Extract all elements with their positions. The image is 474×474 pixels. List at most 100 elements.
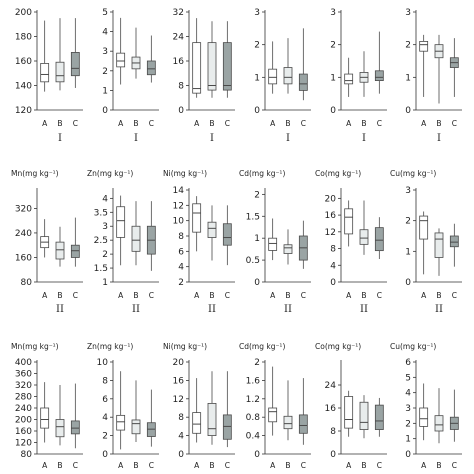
y-tick-label: 8 xyxy=(330,427,336,437)
y-tick-label: 6 xyxy=(405,358,411,368)
panel-title: Ni(mg kg⁻¹) xyxy=(163,169,207,178)
y-tick-label: 3 xyxy=(254,8,260,18)
category-label: B xyxy=(436,461,441,470)
panel-5: 0 1 2 3 A B C I xyxy=(330,8,387,144)
category-label: A xyxy=(118,291,124,300)
y-tick-label: 3 xyxy=(102,222,108,232)
box-a xyxy=(116,414,126,431)
category-label: A xyxy=(270,461,276,470)
y-tick-label: 4 xyxy=(178,432,184,442)
y-tick-label: 2 xyxy=(102,67,108,77)
group-label: II xyxy=(360,304,368,315)
category-label: C xyxy=(149,461,154,470)
category-label: B xyxy=(133,291,138,300)
y-tick-label: 0.4 xyxy=(246,432,261,442)
y-tick-label: 3 xyxy=(405,8,411,18)
box-c xyxy=(449,235,459,248)
box-c xyxy=(222,223,232,246)
y-tick-label: 360 xyxy=(15,370,32,380)
y-tick-label: 0 xyxy=(330,278,336,288)
y-tick-label: 1 xyxy=(405,247,411,257)
y-tick-label: 0.5 xyxy=(246,256,260,266)
y-tick-label: 4 xyxy=(405,389,411,399)
category-label: A xyxy=(194,461,200,470)
box-b xyxy=(359,229,369,245)
category-label: C xyxy=(377,291,382,300)
box-b xyxy=(434,232,444,258)
panel-title: Co(mg kg⁻¹) xyxy=(315,169,361,178)
box-c xyxy=(70,52,80,77)
category-label: B xyxy=(133,119,138,128)
box-b xyxy=(131,419,141,435)
y-tick-label: 1 xyxy=(405,73,411,83)
y-tick-label: 2 xyxy=(254,358,260,368)
y-tick-label: 3 xyxy=(405,404,411,414)
box-c xyxy=(70,244,80,258)
panel-1: 120 140 160 180 200 A B C I xyxy=(15,8,83,144)
y-tick-label: 1 xyxy=(405,435,411,445)
y-tick-label: 24 xyxy=(325,381,337,391)
y-tick-label: 4 xyxy=(102,413,108,423)
y-tick-label: 240 xyxy=(15,404,32,414)
box-b xyxy=(55,419,65,438)
y-tick-label: 320 xyxy=(15,381,32,391)
category-label: C xyxy=(73,291,78,300)
category-label: A xyxy=(42,291,48,300)
group-label: I xyxy=(437,133,441,144)
y-tick-label: 2 xyxy=(254,190,260,200)
y-tick-label: 0 xyxy=(178,106,184,116)
group-label: II xyxy=(56,304,64,315)
y-tick-label: 180 xyxy=(15,33,32,43)
category-label: B xyxy=(361,461,366,470)
y-tick-label: 12 xyxy=(173,395,184,405)
panel-3: 0 8 16 24 32 A B C I xyxy=(173,8,235,144)
group-label: II xyxy=(435,304,443,315)
category-label: A xyxy=(42,461,48,470)
category-label: B xyxy=(436,119,441,128)
category-label: A xyxy=(194,119,200,128)
panel-9: Ni(mg kg⁻¹) 2 4 6 8 10 12 14 A B C II xyxy=(163,169,235,315)
y-tick-label: 320 xyxy=(15,204,32,214)
y-tick-label: 32 xyxy=(173,8,184,18)
category-label: B xyxy=(57,291,62,300)
box-a xyxy=(116,206,126,238)
category-label: B xyxy=(436,291,441,300)
category-label: C xyxy=(73,461,78,470)
box-a xyxy=(192,412,202,434)
y-tick-label: 1.6 xyxy=(246,376,261,386)
category-label: B xyxy=(133,461,138,470)
y-tick-label: 2 xyxy=(254,41,260,51)
category-label: C xyxy=(225,119,230,128)
group-label: I xyxy=(362,133,366,144)
y-tick-label: 0 xyxy=(405,106,411,116)
box-b xyxy=(434,415,444,432)
panel-title: Cd(mg kg⁻¹) xyxy=(239,169,285,178)
category-label: C xyxy=(377,461,382,470)
y-tick-label: 6 xyxy=(102,395,108,405)
y-tick-label: 0 xyxy=(405,450,411,460)
box-b xyxy=(207,221,217,238)
y-tick-label: 1.5 xyxy=(94,264,108,274)
box-b xyxy=(207,42,217,91)
y-tick-label: 0 xyxy=(254,278,260,288)
category-label: C xyxy=(377,119,382,128)
category-label: B xyxy=(361,119,366,128)
box-c xyxy=(374,70,384,82)
category-label: A xyxy=(421,461,427,470)
y-tick-label: 2 xyxy=(405,41,411,51)
y-tick-label: 8 xyxy=(102,376,108,386)
y-tick-label: 2 xyxy=(330,41,336,51)
box-a xyxy=(344,208,354,235)
panel-title: Cu(mg kg⁻¹) xyxy=(390,342,436,351)
group-label: I xyxy=(210,133,214,144)
y-tick-label: 4 xyxy=(178,263,184,273)
y-tick-label: 14 xyxy=(173,186,185,196)
y-tick-label: 160 xyxy=(15,253,32,263)
y-tick-label: 0 xyxy=(102,106,108,116)
panel-12: Cu(mg kg⁻¹) 0 1 2 3 A B C II xyxy=(390,169,462,315)
category-label: B xyxy=(361,291,366,300)
panel-6: 0 1 2 3 A B C I xyxy=(405,8,462,144)
y-tick-label: 8 xyxy=(330,245,336,255)
